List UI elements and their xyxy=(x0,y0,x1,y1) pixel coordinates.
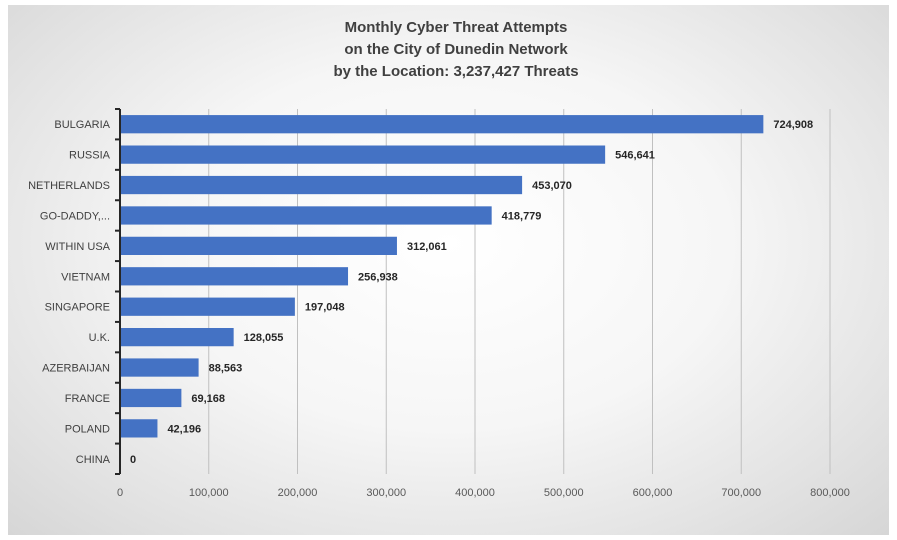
category-label: RUSSIA xyxy=(69,150,111,162)
x-tick-label: 300,000 xyxy=(366,487,406,499)
category-label: U.K. xyxy=(89,332,110,344)
data-label: 724,908 xyxy=(773,119,813,131)
x-tick-label: 800,000 xyxy=(810,487,850,499)
x-tick-label: 600,000 xyxy=(633,487,673,499)
data-label: 546,641 xyxy=(615,150,655,162)
category-label: SINGAPORE xyxy=(45,302,110,314)
x-tick-label: 700,000 xyxy=(721,487,761,499)
category-label: VIETNAM xyxy=(61,271,110,283)
data-label: 69,168 xyxy=(191,393,225,405)
category-label: CHINA xyxy=(76,454,111,466)
category-label: BULGARIA xyxy=(54,119,110,131)
data-label: 88,563 xyxy=(209,363,243,375)
x-axis-tick-labels: 0 100,000 200,000 300,000 400,000 500,000 600,… xyxy=(117,487,850,499)
bars xyxy=(120,115,764,438)
category-label: POLAND xyxy=(65,423,110,435)
chart-frame: Monthly Cyber Threat Attempts on the Cit… xyxy=(8,5,889,535)
bar xyxy=(120,328,234,347)
bar xyxy=(120,267,349,286)
bar xyxy=(120,236,397,255)
category-label: NETHERLANDS xyxy=(28,180,110,192)
data-label: 418,779 xyxy=(502,210,542,222)
data-label: 312,061 xyxy=(407,241,447,253)
category-label: AZERBAIJAN xyxy=(42,363,110,375)
x-tick-label: 500,000 xyxy=(544,487,584,499)
gridlines xyxy=(208,109,831,474)
chart-title: Monthly Cyber Threat Attempts on the Cit… xyxy=(333,19,578,80)
bar xyxy=(120,175,523,195)
x-tick-label: 0 xyxy=(117,487,123,499)
category-label: WITHIN USA xyxy=(45,241,110,253)
data-label: 256,938 xyxy=(358,271,398,283)
chart-title-line-1: Monthly Cyber Threat Attempts xyxy=(345,19,568,36)
data-label: 42,196 xyxy=(167,423,201,435)
category-label: FRANCE xyxy=(65,393,110,405)
data-label: 0 xyxy=(130,454,136,466)
category-labels: BULGARIA RUSSIA NETHERLANDS GO-DADDY,... WIT… xyxy=(28,119,111,466)
bar xyxy=(120,388,182,408)
bar xyxy=(120,297,295,316)
bar xyxy=(120,358,199,377)
x-tick-label: 100,000 xyxy=(189,487,229,499)
bar xyxy=(120,115,764,134)
bar xyxy=(120,145,606,164)
category-label: GO-DADDY,... xyxy=(40,210,110,222)
x-tick-label: 200,000 xyxy=(278,487,318,499)
y-axis xyxy=(115,108,121,475)
bar xyxy=(120,206,492,225)
bar-chart: Monthly Cyber Threat Attempts on the Cit… xyxy=(28,19,850,499)
chart-title-line-2: on the City of Dunedin Network xyxy=(344,41,568,58)
chart-title-line-3: by the Location: 3,237,427 Threats xyxy=(333,63,578,80)
data-label: 453,070 xyxy=(532,180,572,192)
bar xyxy=(120,419,158,438)
data-label: 197,048 xyxy=(305,302,345,314)
data-label: 128,055 xyxy=(244,332,284,344)
data-labels: 724,908 546,641 453,070 418,779 312,061 256,9… xyxy=(130,119,813,466)
x-tick-label: 400,000 xyxy=(455,487,495,499)
